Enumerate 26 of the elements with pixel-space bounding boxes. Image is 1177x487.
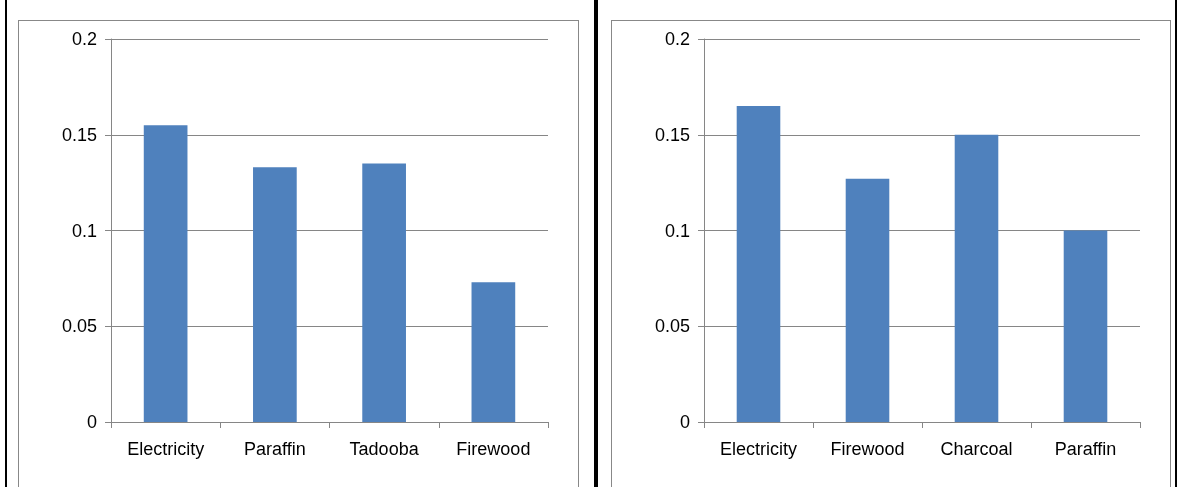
bar (1063, 230, 1108, 422)
y-tick-label: 0 (86, 412, 97, 432)
x-tick-label: Paraffin (1054, 439, 1117, 459)
x-tick-label: Paraffin (244, 439, 306, 459)
y-tick-label: 0.15 (654, 124, 690, 145)
bar (362, 163, 406, 422)
x-tick-label: Electricity (127, 439, 205, 459)
bar (954, 134, 999, 422)
y-tick-label: 0 (679, 412, 690, 432)
bar (253, 167, 297, 422)
y-tick-label: 0.2 (664, 29, 690, 49)
bar (736, 106, 781, 422)
y-tick-label: 0.1 (71, 220, 97, 241)
bar (845, 178, 890, 422)
x-tick-label: Electricity (719, 439, 798, 459)
bar (143, 125, 188, 422)
x-tick-label: Firewood (456, 439, 531, 459)
x-tick-label: Tadooba (349, 439, 420, 459)
x-tick-label: Firewood (830, 439, 905, 459)
x-tick-label: Charcoal (940, 439, 1013, 459)
bar (471, 282, 516, 422)
y-tick-label: 0.05 (654, 316, 690, 337)
y-tick-label: 0.15 (61, 124, 97, 145)
y-tick-label: 0.1 (664, 220, 690, 241)
y-tick-label: 0.05 (61, 316, 97, 337)
y-tick-label: 0.2 (71, 29, 97, 49)
